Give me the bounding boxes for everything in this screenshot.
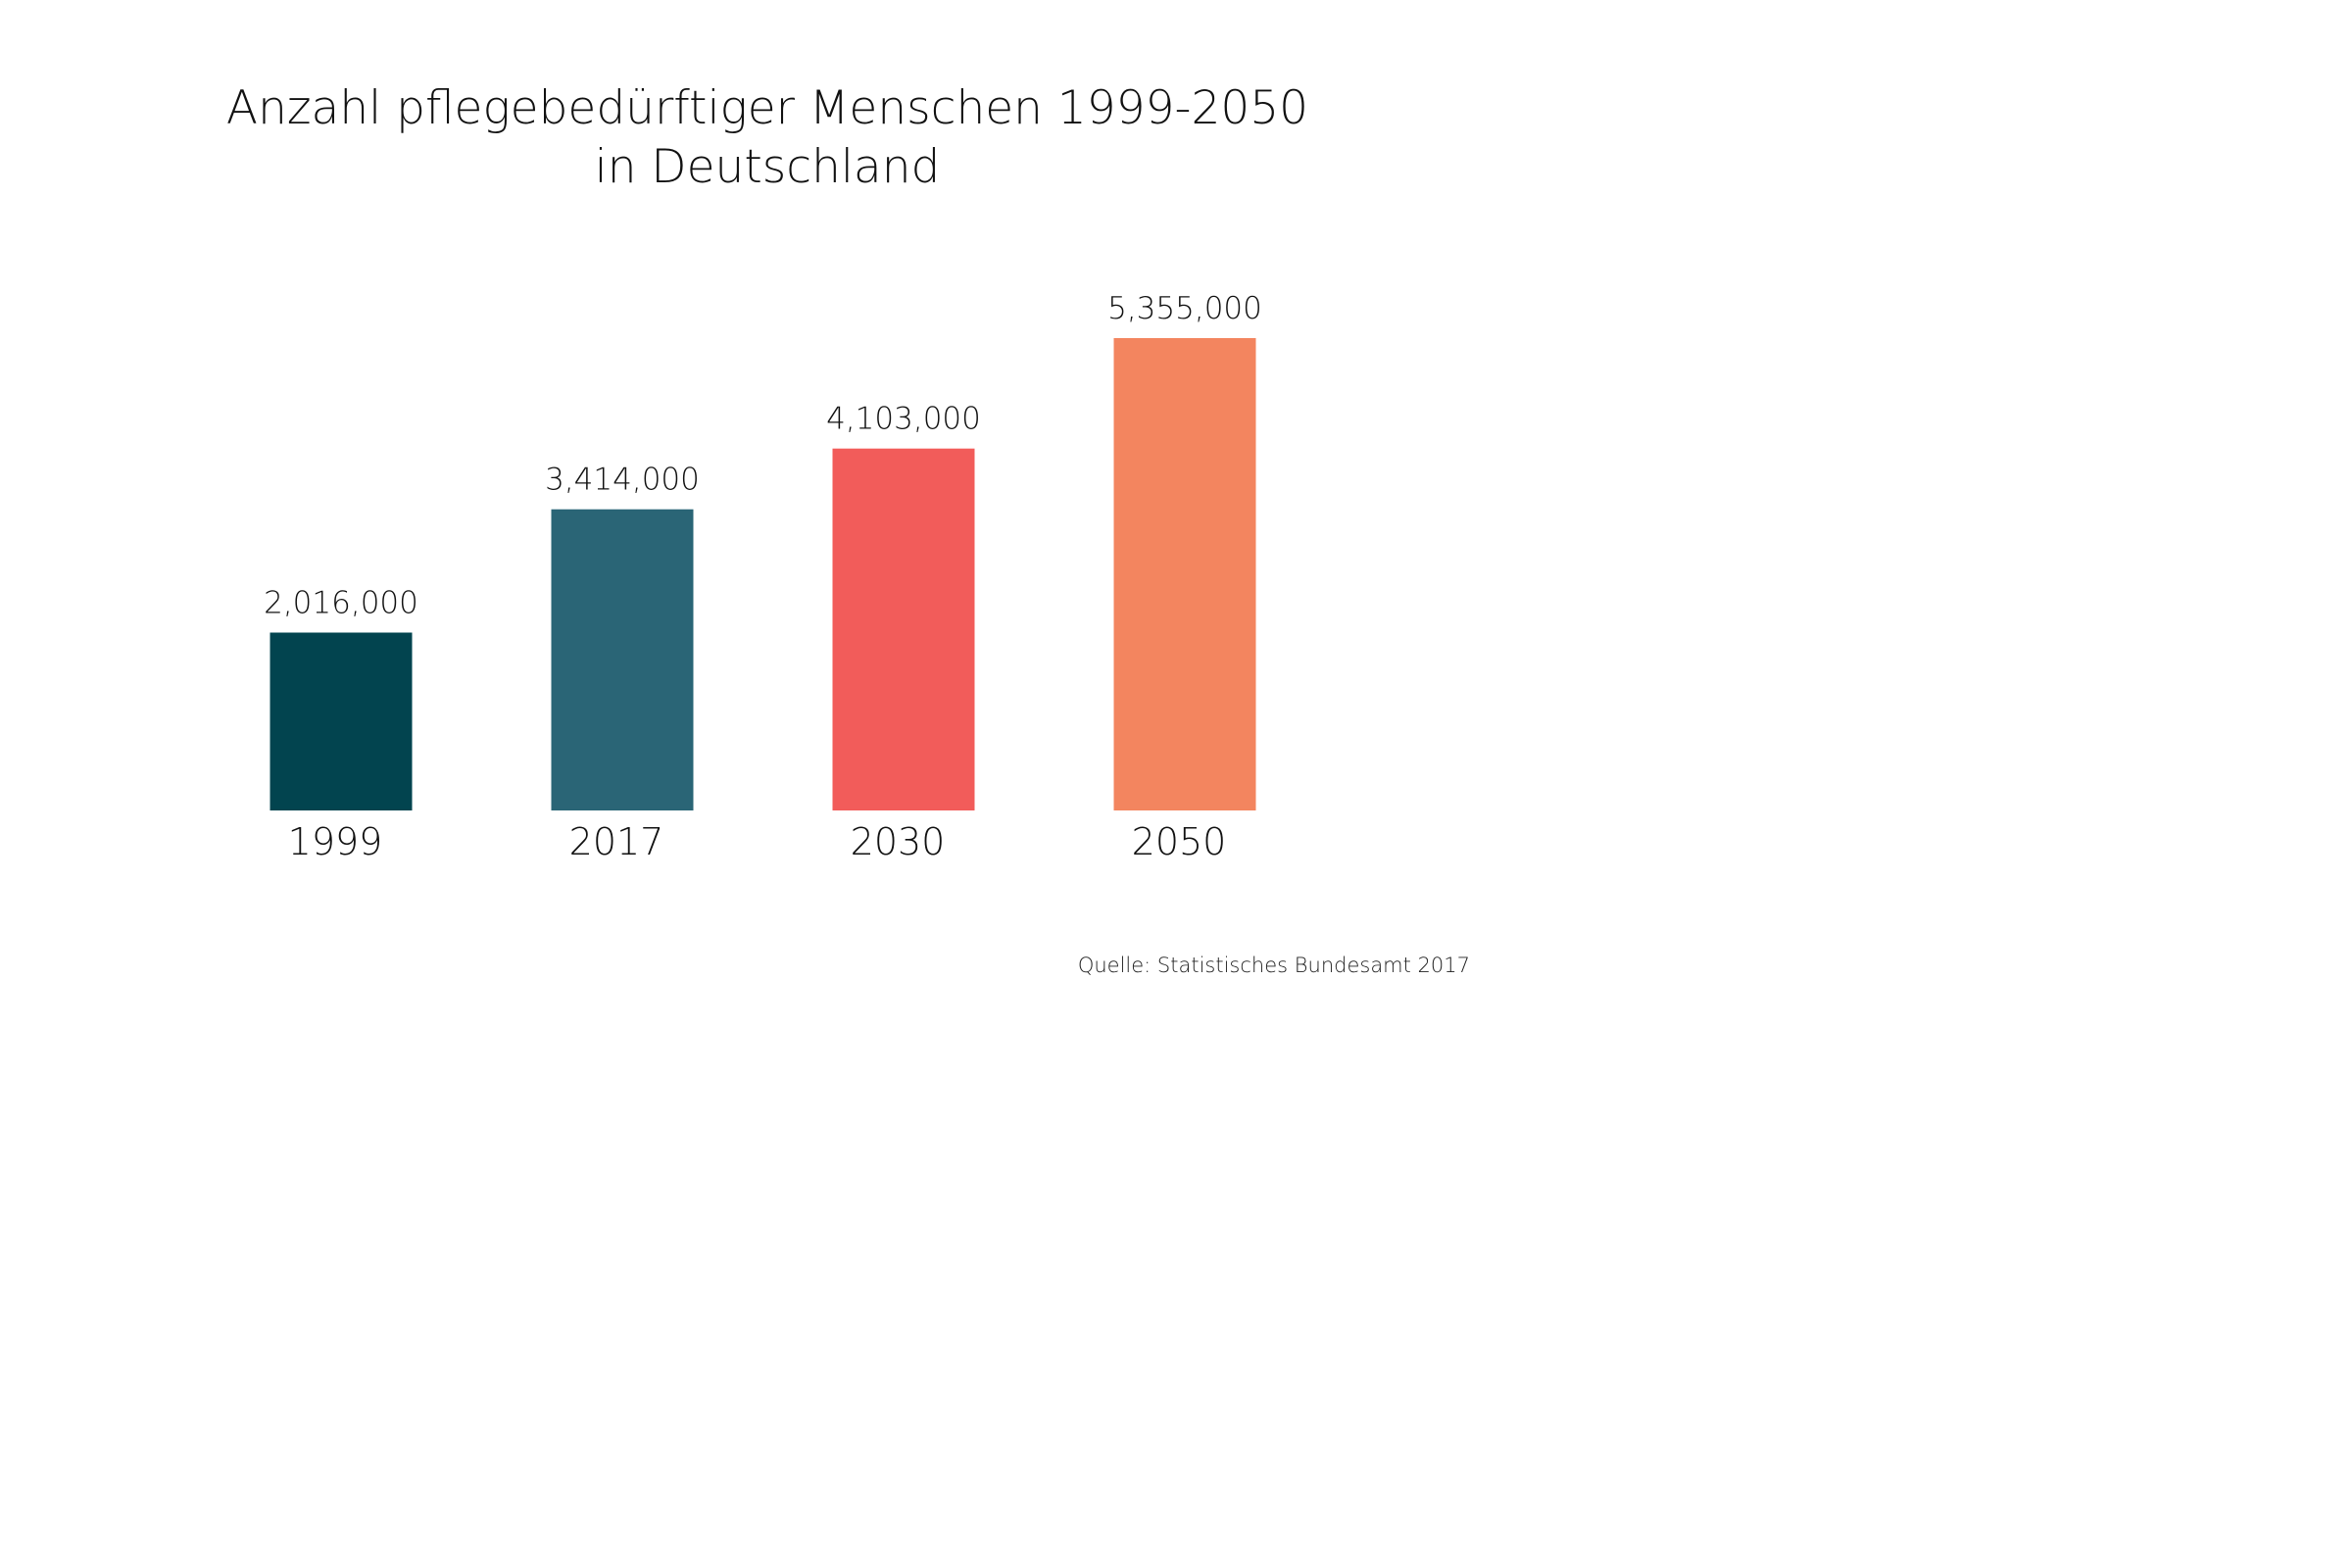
bar-2017: [551, 509, 694, 810]
bar-1999: [270, 632, 413, 810]
chart-title-line-1: Anzahl pflegebedürftiger Menschen 1999-2…: [226, 81, 1308, 135]
bar-chart: Anzahl pflegebedürftiger Menschen 1999-2…: [226, 81, 1470, 977]
value-label-1999: 2,016,000: [264, 586, 418, 621]
value-label-2050: 5,355,000: [1107, 291, 1262, 326]
bar-2050: [1113, 338, 1256, 810]
bar-2030: [832, 448, 975, 810]
category-label-2017: 2017: [569, 820, 664, 863]
value-label-2017: 3,414,000: [545, 463, 700, 498]
value-label-2030: 4,103,000: [826, 402, 981, 437]
category-label-2050: 2050: [1132, 820, 1227, 863]
chart-title-line-2: in Deutschland: [595, 140, 941, 194]
plot-area: 2,016,000 1999 3,414,000 2017 4,103,000 2030 5…: [264, 291, 1262, 863]
category-label-1999: 1999: [288, 820, 383, 863]
source-note: Quelle: Statistisches Bundesamt 2017: [1078, 954, 1470, 977]
chart-title: Anzahl pflegebedürftiger Menschen 1999-2…: [226, 81, 1308, 194]
category-label-2030: 2030: [851, 820, 946, 863]
